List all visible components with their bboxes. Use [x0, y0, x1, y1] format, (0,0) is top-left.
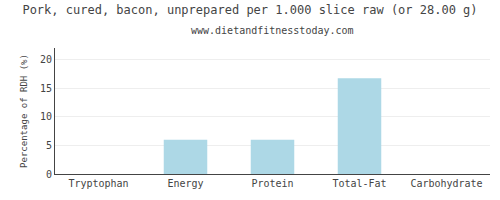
svg-text:Percentage of RDH (%): Percentage of RDH (%): [19, 54, 29, 168]
svg-text:10: 10: [40, 111, 52, 122]
svg-text:Carbohydrate: Carbohydrate: [410, 178, 482, 189]
svg-text:Total-Fat: Total-Fat: [332, 178, 386, 189]
svg-text:Energy: Energy: [167, 178, 203, 189]
svg-text:5: 5: [46, 140, 52, 151]
svg-text:Tryptophan: Tryptophan: [68, 178, 128, 189]
svg-text:Protein: Protein: [251, 178, 293, 189]
svg-text:20: 20: [40, 54, 52, 65]
svg-text:www.dietandfitnesstoday.com: www.dietandfitnesstoday.com: [191, 25, 354, 36]
svg-text:0: 0: [46, 169, 52, 180]
svg-text:Pork, cured, bacon, unprepared: Pork, cured, bacon, unprepared per 1.000…: [22, 3, 477, 17]
svg-text:15: 15: [40, 83, 52, 94]
